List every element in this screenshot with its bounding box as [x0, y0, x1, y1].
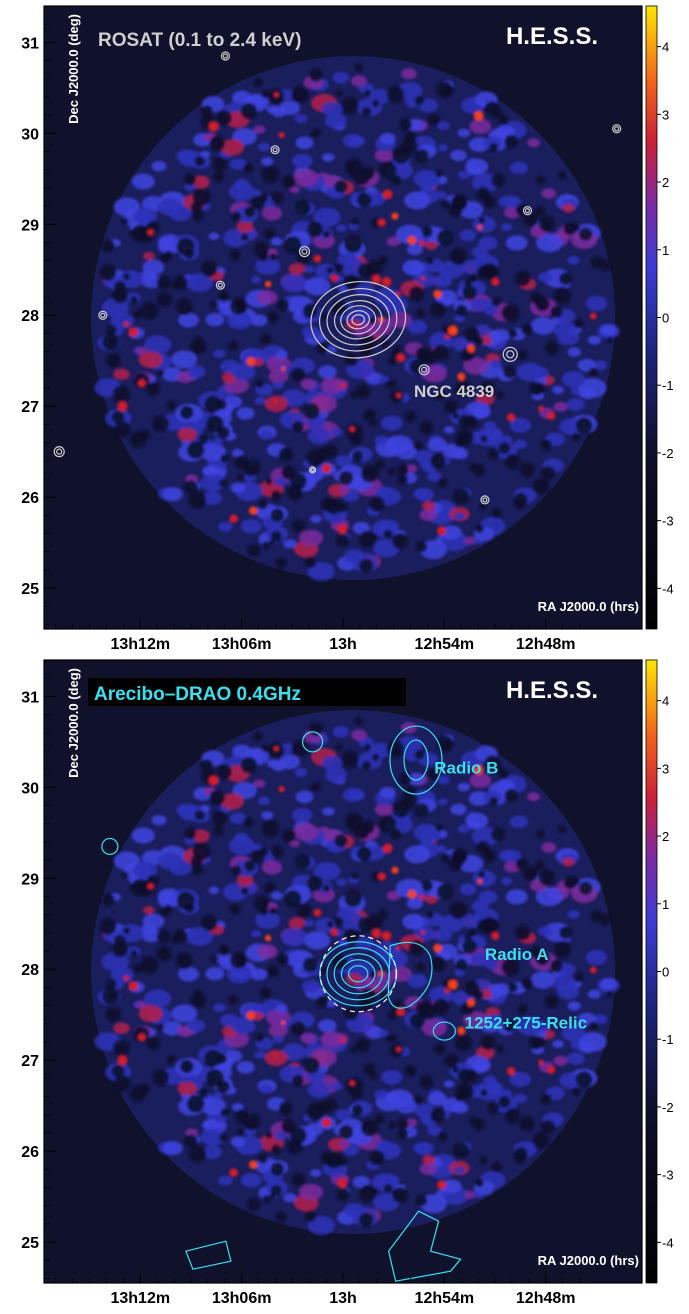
- significance-texture: [94, 716, 620, 1235]
- annotation-label: Radio B: [434, 759, 498, 778]
- colorbar-tick-label: 2: [662, 829, 669, 844]
- y-tick-label: 28: [21, 962, 39, 979]
- telescope-label: H.E.S.S.: [506, 23, 598, 50]
- y-tick-label: 27: [21, 1053, 39, 1070]
- colorbar-tick-label: -4: [662, 1235, 674, 1250]
- x-tick-label: 13h06m: [212, 1290, 272, 1307]
- overlay-contours: [101, 725, 462, 1282]
- colorbar-tick-label: 1: [662, 897, 669, 912]
- y-tick-label: 30: [21, 780, 39, 797]
- colorbar-tick-label: 4: [662, 40, 669, 55]
- x-tick-label: 12h48m: [516, 636, 576, 653]
- y-tick-label: 25: [21, 581, 39, 598]
- colorbar-tick-label: 1: [662, 243, 669, 258]
- x-tick-label: 13h06m: [212, 636, 272, 653]
- colorbar-tick-label: -3: [662, 514, 674, 529]
- y-tick-label: 26: [21, 490, 39, 507]
- y-tick-label: 30: [21, 126, 39, 143]
- radio-panel: 4 3 2 1 0 -1 -2 -3 -4 13h12m 13h06m 13h 12h54m 12h48m…: [21, 659, 674, 1307]
- colorbar-tick-label: 4: [662, 694, 669, 709]
- colorbar-tick-label: 0: [662, 311, 669, 326]
- colorbar-tick-label: -1: [662, 1032, 674, 1047]
- colorbar-tick-label: 2: [662, 175, 669, 190]
- colorbar-tick-label: -3: [662, 1168, 674, 1183]
- overlay-contours: [53, 51, 622, 505]
- y-tick-label: 27: [21, 399, 39, 416]
- annotation-label: NGC 4839: [414, 382, 494, 401]
- y-tick-label: 26: [21, 1144, 39, 1161]
- x-tick-label: 13h: [329, 636, 357, 653]
- colorbar-tick-label: 0: [662, 965, 669, 980]
- y-tick-label: 31: [21, 689, 39, 706]
- x-axis-label: RA J2000.0 (hrs): [538, 1253, 639, 1268]
- y-tick-label: 28: [21, 308, 39, 325]
- rosat-panel: 4 3 2 1 0 -1 -2 -3 -4 13h12m 13h06m 13h 12h54m 12h48m…: [21, 5, 674, 653]
- y-axis-label: Dec J2000.0 (deg): [66, 14, 81, 124]
- x-tick-label: 13h: [329, 1290, 357, 1307]
- y-tick-label: 29: [21, 217, 39, 234]
- x-tick-label: 13h12m: [110, 1290, 170, 1307]
- x-tick-label: 12h54m: [415, 636, 475, 653]
- overlay-label-box: [88, 678, 406, 706]
- colorbar-tick-label: -2: [662, 446, 674, 461]
- x-axis-label: RA J2000.0 (hrs): [538, 599, 639, 614]
- x-tick-label: 12h48m: [516, 1290, 576, 1307]
- colorbar: 4 3 2 1 0 -1 -2 -3 -4: [645, 659, 674, 1284]
- annotation-label: Radio A: [485, 945, 549, 964]
- colorbar-tick-label: -4: [662, 581, 674, 596]
- y-axis-label: Dec J2000.0 (deg): [66, 668, 81, 778]
- colorbar: 4 3 2 1 0 -1 -2 -3 -4: [645, 5, 674, 630]
- annotation-label: 1252+275-Relic: [465, 1013, 587, 1032]
- y-tick-label: 25: [21, 1235, 39, 1252]
- colorbar-tick-label: 3: [662, 761, 669, 776]
- y-tick-label: 31: [21, 35, 39, 52]
- overlay-label: Arecibo–DRAO 0.4GHz: [94, 684, 301, 705]
- overlay-label: ROSAT (0.1 to 2.4 keV): [98, 30, 301, 51]
- x-tick-label: 13h12m: [110, 636, 170, 653]
- x-tick-label: 12h54m: [415, 1290, 475, 1307]
- colorbar-tick-label: -1: [662, 378, 674, 393]
- colorbar-tick-label: -2: [662, 1100, 674, 1115]
- y-tick-label: 29: [21, 871, 39, 888]
- colorbar-tick-label: 3: [662, 107, 669, 122]
- significance-texture: [94, 62, 620, 581]
- telescope-label: H.E.S.S.: [506, 677, 598, 704]
